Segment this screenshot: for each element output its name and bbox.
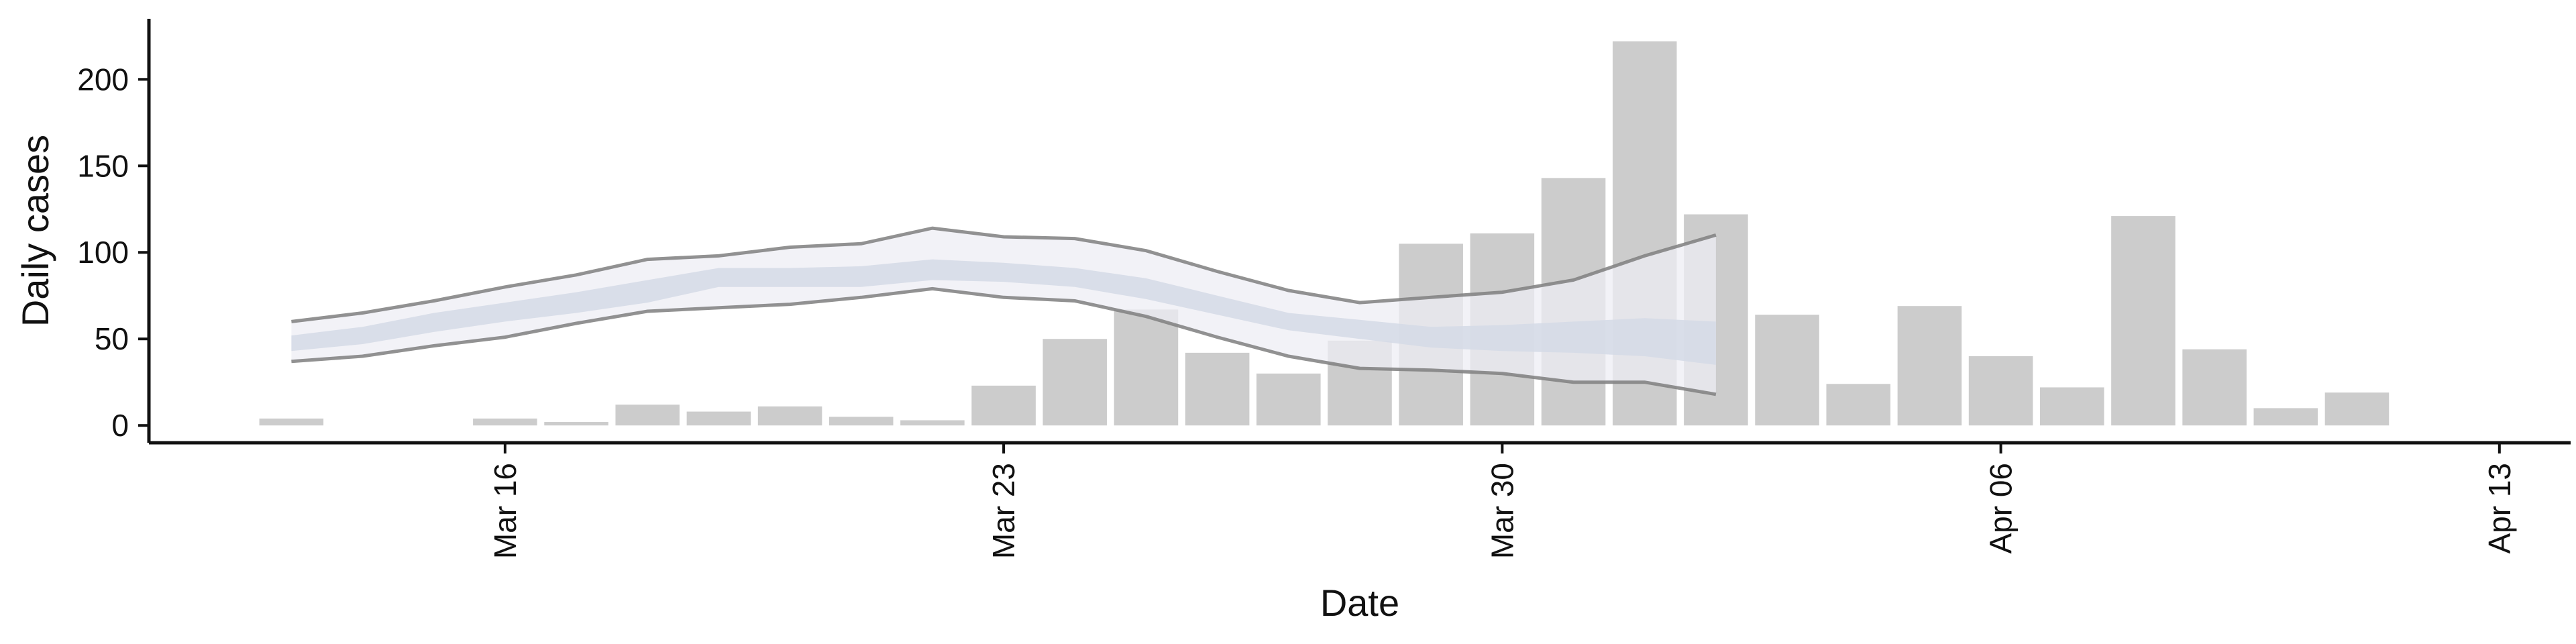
y-axis-title: Daily cases xyxy=(14,135,56,327)
y-ticks: 0 50 100 150 200 xyxy=(77,62,149,443)
y-tick-label: 0 xyxy=(111,408,129,443)
x-tick-label: Mar 23 xyxy=(986,463,1021,559)
y-tick-label: 50 xyxy=(95,321,129,356)
bar xyxy=(473,418,537,426)
bar xyxy=(1185,352,1250,426)
lower-bound-line xyxy=(291,286,1717,396)
bar xyxy=(2324,392,2390,426)
upper-bound-line xyxy=(291,226,1717,323)
bar xyxy=(2111,216,2176,426)
x-axis-title: Date xyxy=(1320,582,1399,624)
bar xyxy=(1755,315,1819,426)
y-tick-label: 100 xyxy=(77,235,129,270)
bar xyxy=(757,406,822,426)
bar xyxy=(828,417,894,426)
bar xyxy=(2182,349,2247,426)
bar xyxy=(971,385,1036,426)
y-tick-label: 200 xyxy=(77,62,129,97)
bar xyxy=(1897,306,1962,426)
bar xyxy=(2039,387,2104,426)
bar xyxy=(544,422,608,426)
bar xyxy=(1114,309,1179,426)
axes xyxy=(147,19,2571,445)
bar xyxy=(1256,373,1321,426)
bar xyxy=(2253,408,2318,426)
bar-series xyxy=(259,41,2390,426)
bar xyxy=(900,420,965,426)
bar xyxy=(259,418,324,426)
x-ticks: Mar 16 Mar 23 Mar 30 Apr 06 Apr 13 xyxy=(488,443,2517,559)
x-tick-label: Apr 13 xyxy=(2482,463,2517,554)
outer-estimate-band xyxy=(291,228,1716,394)
bar xyxy=(1826,384,1891,426)
bar xyxy=(686,411,751,426)
x-tick-label: Mar 16 xyxy=(488,463,523,559)
inner-estimate-band xyxy=(291,259,1716,365)
x-tick-label: Mar 30 xyxy=(1485,463,1519,559)
x-tick-label: Apr 06 xyxy=(1984,463,2019,554)
bar xyxy=(1042,339,1108,426)
estimate-band-series xyxy=(291,226,1717,396)
bar xyxy=(1968,356,2033,426)
y-tick-label: 150 xyxy=(77,148,129,183)
bar xyxy=(615,405,680,426)
